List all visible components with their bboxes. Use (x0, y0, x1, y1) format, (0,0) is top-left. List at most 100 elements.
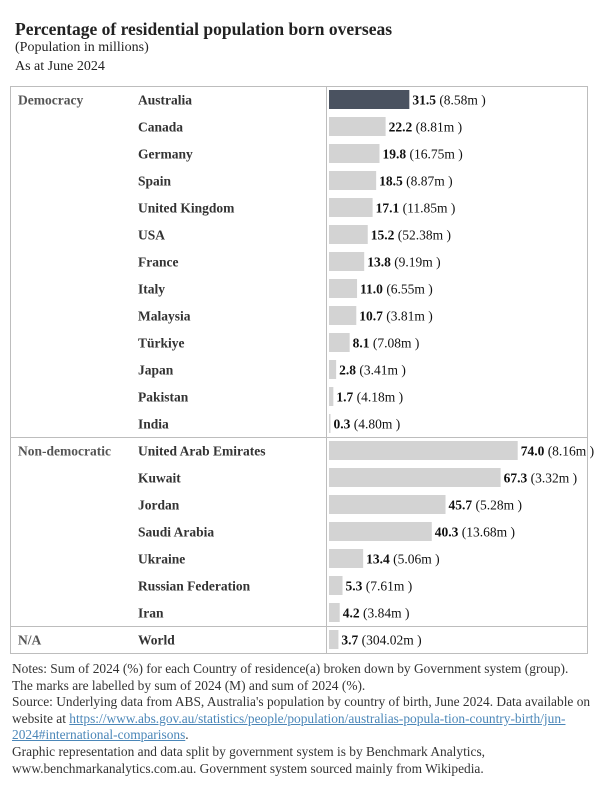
data-label-pakistan: 1.7 (4.18m ) (336, 390, 403, 405)
bar-italy (329, 279, 358, 298)
country-label-saudi-arabia: Saudi Arabia (138, 525, 214, 540)
data-label-t-rkiye: 8.1 (7.08m ) (353, 336, 420, 351)
bar-canada (329, 117, 386, 136)
data-label-united-arab-emirates: 74.0 (8.16m ) (521, 444, 595, 459)
value-label-pakistan: 1.7 (336, 390, 353, 405)
population-label-canada: (8.81m ) (412, 120, 462, 135)
bar-australia (329, 90, 410, 109)
country-label-pakistan: Pakistan (138, 390, 189, 405)
value-label-spain: 18.5 (379, 174, 403, 189)
value-label-japan: 2.8 (339, 363, 356, 378)
value-label-india: 0.3 (334, 417, 351, 432)
value-label-iran: 4.2 (343, 606, 360, 621)
bar-malaysia (329, 306, 357, 325)
population-label-japan: (3.41m ) (356, 363, 406, 378)
data-label-france: 13.8 (9.19m ) (367, 255, 441, 270)
bar-saudi-arabia (329, 522, 432, 541)
population-label-jordan: (5.28m ) (472, 498, 522, 513)
country-label-japan: Japan (138, 363, 174, 378)
bar-jordan (329, 495, 446, 514)
country-label-ukraine: Ukraine (138, 552, 185, 567)
population-label-saudi-arabia: (13.68m ) (458, 525, 515, 540)
data-label-jordan: 45.7 (5.28m ) (449, 498, 523, 513)
source-link[interactable]: https://www.abs.gov.au/statistics/people… (12, 710, 566, 743)
population-label-usa: (52.38m ) (394, 228, 451, 243)
data-label-russian-federation: 5.3 (7.61m ) (346, 579, 413, 594)
value-label-t-rkiye: 8.1 (353, 336, 370, 351)
chart-title: Percentage of residential population bor… (15, 19, 393, 39)
bar-germany (329, 144, 380, 163)
population-label-india: (4.80m ) (350, 417, 400, 432)
group-label-n-a: N/A (18, 633, 42, 648)
data-label-iran: 4.2 (3.84m ) (343, 606, 410, 621)
population-label-spain: (8.87m ) (403, 174, 453, 189)
group-label-non-democratic: Non-democratic (18, 444, 111, 459)
country-label-t-rkiye: Türkiye (138, 336, 185, 351)
data-label-italy: 11.0 (6.55m ) (360, 282, 433, 297)
country-label-germany: Germany (138, 147, 193, 162)
bar-chart: Australia 31.5 (8.58m ) Canada 22.2 (8.81m … (10, 86, 595, 654)
population-label-malaysia: (3.81m ) (383, 309, 433, 324)
chart-subtitle: (Population in millions) (15, 40, 149, 55)
country-label-jordan: Jordan (138, 498, 180, 513)
source-text: Source: Underlying data from ABS, Austra… (12, 694, 592, 744)
notes-section: Notes: Sum of 2024 (%) for each Country … (12, 661, 592, 777)
bar-t-rkiye (329, 333, 350, 352)
bar-kuwait (329, 468, 501, 487)
data-label-india: 0.3 (4.80m ) (334, 417, 401, 432)
country-label-usa: USA (138, 228, 165, 243)
source-suffix: . (185, 727, 189, 743)
country-label-world: World (138, 633, 175, 648)
data-label-ukraine: 13.4 (5.06m ) (366, 552, 440, 567)
value-label-saudi-arabia: 40.3 (435, 525, 459, 540)
as-at-date: As at June 2024 (15, 59, 105, 74)
value-label-russian-federation: 5.3 (346, 579, 363, 594)
value-label-world: 3.7 (341, 633, 358, 648)
value-label-australia: 31.5 (412, 93, 436, 108)
value-label-jordan: 45.7 (449, 498, 473, 513)
value-label-united-kingdom: 17.1 (376, 201, 400, 216)
bar-united-kingdom (329, 198, 373, 217)
value-label-usa: 15.2 (371, 228, 395, 243)
population-label-iran: (3.84m ) (360, 606, 410, 621)
data-label-malaysia: 10.7 (3.81m ) (359, 309, 433, 324)
bar-france (329, 252, 365, 271)
bar-russian-federation (329, 576, 343, 595)
population-label-world: (304.02m ) (358, 633, 421, 648)
value-label-germany: 19.8 (382, 147, 406, 162)
data-label-kuwait: 67.3 (3.32m ) (504, 471, 578, 486)
data-label-usa: 15.2 (52.38m ) (371, 228, 451, 243)
bar-ukraine (329, 549, 364, 568)
country-label-france: France (138, 255, 178, 270)
bar-spain (329, 171, 377, 190)
country-label-malaysia: Malaysia (138, 309, 191, 324)
value-label-canada: 22.2 (389, 120, 413, 135)
value-label-malaysia: 10.7 (359, 309, 383, 324)
data-label-canada: 22.2 (8.81m ) (389, 120, 463, 135)
country-label-united-arab-emirates: United Arab Emirates (138, 444, 266, 459)
population-label-italy: (6.55m ) (383, 282, 433, 297)
bar-japan (329, 360, 337, 379)
value-label-united-arab-emirates: 74.0 (521, 444, 545, 459)
group-label-democracy: Democracy (18, 93, 83, 108)
population-label-germany: (16.75m ) (406, 147, 463, 162)
country-label-india: India (138, 417, 169, 432)
country-label-australia: Australia (138, 93, 192, 108)
bar-pakistan (329, 387, 334, 406)
population-label-france: (9.19m ) (391, 255, 441, 270)
country-label-russian-federation: Russian Federation (138, 579, 251, 594)
population-label-russian-federation: (7.61m ) (362, 579, 412, 594)
bar-india (329, 414, 331, 433)
country-label-canada: Canada (138, 120, 183, 135)
credits-text: Graphic representation and data split by… (12, 743, 486, 776)
data-label-world: 3.7 (304.02m ) (341, 633, 421, 648)
population-label-ukraine: (5.06m ) (390, 552, 440, 567)
data-label-spain: 18.5 (8.87m ) (379, 174, 453, 189)
data-label-australia: 31.5 (8.58m ) (412, 93, 486, 108)
value-label-france: 13.8 (367, 255, 391, 270)
value-label-kuwait: 67.3 (504, 471, 528, 486)
country-label-kuwait: Kuwait (138, 471, 181, 486)
data-label-united-kingdom: 17.1 (11.85m ) (376, 201, 456, 216)
population-label-pakistan: (4.18m ) (353, 390, 403, 405)
notes-text: Notes: Sum of 2024 (%) for each Country … (12, 661, 569, 693)
